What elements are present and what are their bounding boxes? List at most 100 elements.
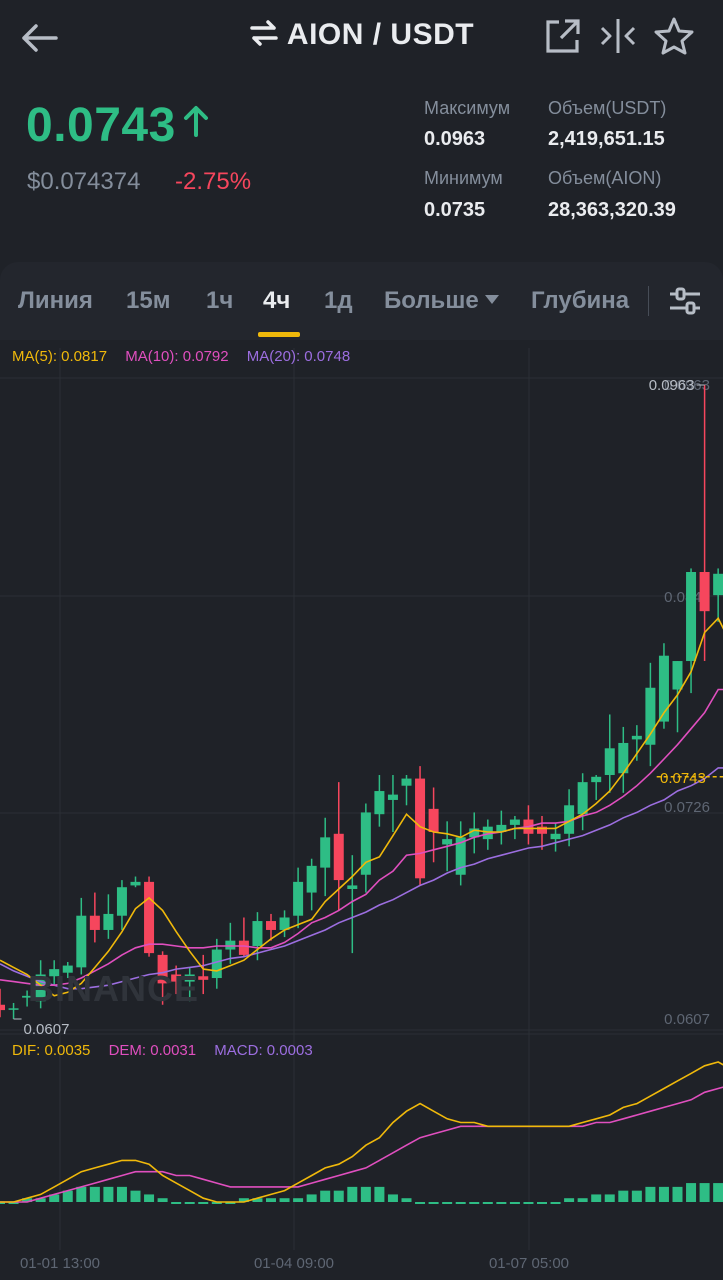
candle-up	[482, 826, 493, 840]
macd-histogram-bar	[103, 1186, 114, 1202]
back-arrow-icon[interactable]	[18, 18, 62, 58]
macd-histogram-bar	[550, 1202, 561, 1204]
macd-histogram-bar	[62, 1190, 73, 1202]
candle-up	[564, 805, 575, 834]
tab-divider	[648, 286, 649, 316]
volume-aion-value: 28,363,320.39	[548, 199, 676, 221]
macd-histogram-bar	[415, 1202, 426, 1204]
macd-histogram-bar	[509, 1202, 520, 1204]
up-arrow-icon	[183, 106, 208, 137]
macd-histogram-bar	[184, 1202, 195, 1204]
macd-histogram-bar	[699, 1183, 710, 1202]
macd-histogram-bar	[658, 1186, 669, 1202]
macd-histogram-bar	[523, 1202, 534, 1204]
candle-up	[130, 881, 141, 886]
candle-up	[103, 913, 114, 930]
macd-histogram-bar	[89, 1186, 100, 1202]
candle-down	[238, 940, 249, 955]
dif-label: DIF: 0.0035	[12, 1042, 91, 1059]
price-axis-label: 0.0607	[664, 1011, 710, 1028]
candle-down	[699, 571, 710, 612]
tab-4h[interactable]: 4ч	[263, 287, 291, 314]
pair-name: AION / USDT	[286, 18, 475, 51]
candle-up	[631, 735, 642, 740]
candle-down	[0, 1004, 5, 1011]
star-icon[interactable]	[654, 16, 694, 56]
macd-histogram-bar	[171, 1202, 182, 1204]
high-value: 0.0963	[424, 128, 486, 150]
ma10-line	[0, 688, 723, 987]
chevron-down-icon	[484, 295, 499, 304]
candle-up	[401, 778, 412, 786]
macd-histogram-bar	[0, 1202, 5, 1204]
macd-histogram-bar	[116, 1186, 127, 1202]
ma20-label: MA(20): 0.0748	[246, 348, 351, 365]
candle-up	[293, 881, 304, 916]
macd-histogram-bar	[306, 1194, 317, 1202]
macd-legend: DIF: 0.0035 DEM: 0.0031 MACD: 0.0003	[12, 1042, 327, 1059]
candle-down	[157, 954, 168, 984]
binance-watermark: BINANCE	[28, 968, 200, 1009]
fiat-price: $0.074374	[27, 168, 141, 195]
macd-histogram-bar	[387, 1194, 398, 1202]
candle-up	[387, 794, 398, 800]
ma20-line	[0, 767, 723, 990]
last-price: 0.0743	[26, 99, 176, 152]
volume-aion-label: Объем(AION)	[548, 168, 662, 188]
candle-up	[184, 974, 195, 982]
macd-histogram-bar	[130, 1190, 141, 1202]
chart-settings-icon[interactable]	[668, 286, 702, 316]
macd-histogram-bar	[496, 1202, 507, 1204]
candle-up	[62, 965, 73, 973]
candle-down	[333, 833, 344, 881]
macd-histogram-bar	[469, 1202, 480, 1204]
candle-up	[550, 833, 561, 840]
macd-histogram-bar	[252, 1198, 263, 1202]
tab-15m[interactable]: 15м	[126, 287, 171, 314]
macd-histogram-bar	[374, 1186, 385, 1202]
candle-up	[279, 917, 290, 930]
macd-histogram-bar	[631, 1190, 642, 1202]
candle-up	[645, 687, 656, 745]
candle-up	[686, 571, 697, 662]
candle-up	[116, 887, 127, 916]
macd-histogram-bar	[564, 1198, 575, 1202]
candle-down	[415, 778, 426, 879]
macd-label: MACD: 0.0003	[214, 1042, 313, 1059]
dem-label: DEM: 0.0031	[108, 1042, 197, 1059]
candle-down	[144, 881, 155, 954]
macd-histogram-bar	[360, 1186, 371, 1202]
split-view-icon[interactable]	[598, 16, 638, 56]
pair-title[interactable]: AION / USDT	[0, 18, 723, 52]
price-change: -2.75%	[175, 168, 252, 195]
candle-up	[672, 661, 683, 690]
time-axis-label: 01-01 13:00	[20, 1255, 100, 1272]
high-label: Максимум	[424, 98, 511, 118]
top-bar: AION / USDT	[0, 0, 723, 80]
macd-histogram-bar	[604, 1194, 615, 1202]
tab-more[interactable]: Больше	[384, 287, 499, 315]
candle-up	[455, 837, 466, 875]
candle-up	[618, 742, 629, 774]
macd-histogram-bar	[713, 1183, 723, 1202]
share-icon[interactable]	[543, 16, 583, 56]
candle-up	[604, 748, 615, 776]
ma-legend: MA(5): 0.0817 MA(10): 0.0792 MA(20): 0.0…	[12, 348, 364, 365]
tab-1d[interactable]: 1д	[324, 287, 353, 314]
tab-line[interactable]: Линия	[18, 287, 93, 314]
macd-histogram-bar	[455, 1202, 466, 1204]
candle-up	[577, 782, 588, 815]
macd-histogram-bar	[22, 1198, 33, 1202]
ma5-label: MA(5): 0.0817	[12, 348, 108, 365]
macd-histogram-bar	[577, 1198, 588, 1202]
candle-up	[374, 791, 385, 815]
candle-up	[347, 885, 358, 889]
candle-up	[22, 995, 33, 998]
macd-histogram-bar	[442, 1202, 453, 1204]
tab-depth[interactable]: Глубина	[531, 287, 630, 314]
macd-histogram-bar	[157, 1198, 168, 1202]
tab-1h[interactable]: 1ч	[206, 287, 234, 314]
macd-histogram-bar	[347, 1186, 358, 1202]
